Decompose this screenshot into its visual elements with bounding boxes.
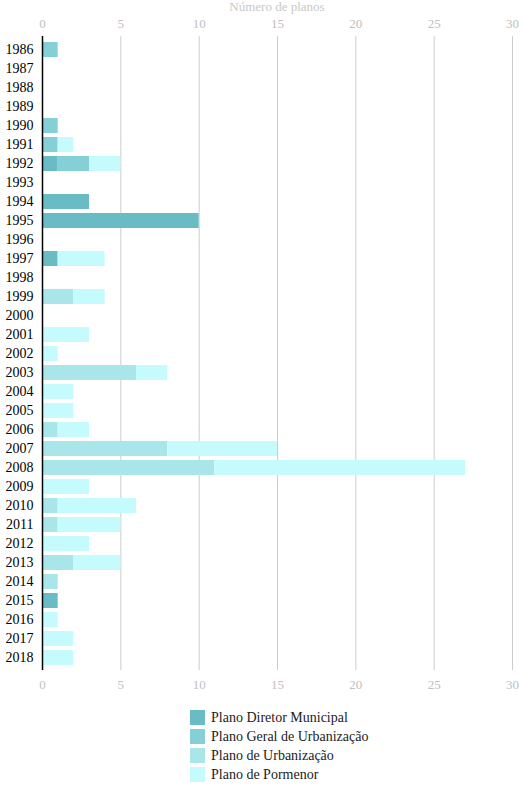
svg-text:1991: 1991 (6, 137, 34, 152)
svg-text:10: 10 (193, 677, 206, 692)
svg-text:1999: 1999 (6, 289, 34, 304)
svg-text:1995: 1995 (6, 213, 34, 228)
svg-text:1992: 1992 (6, 156, 34, 171)
svg-text:1986: 1986 (6, 42, 34, 57)
svg-text:20: 20 (349, 16, 362, 31)
svg-text:2013: 2013 (6, 555, 34, 570)
svg-text:5: 5 (118, 677, 125, 692)
svg-text:2001: 2001 (6, 327, 34, 342)
svg-text:1989: 1989 (6, 99, 34, 114)
svg-text:1988: 1988 (6, 80, 34, 95)
svg-text:2018: 2018 (6, 650, 34, 665)
html-text:Plano de Pormenor: Plano de Pormenor (211, 766, 319, 782)
svg-text:2006: 2006 (6, 422, 34, 437)
svg-text:2003: 2003 (6, 365, 34, 380)
html-text:Plano Geral de Urbanização: Plano Geral de Urbanização (211, 728, 369, 744)
svg-text:2008: 2008 (6, 460, 34, 475)
svg-text:20: 20 (349, 677, 362, 692)
svg-text:2000: 2000 (6, 308, 34, 323)
svg-text:1993: 1993 (6, 175, 34, 190)
svg-text:1996: 1996 (6, 232, 34, 247)
svg-text:2005: 2005 (6, 403, 34, 418)
svg-text:25: 25 (428, 677, 441, 692)
svg-text:10: 10 (193, 16, 206, 31)
svg-text:2004: 2004 (6, 384, 34, 399)
svg-text:2017: 2017 (6, 631, 34, 646)
svg-text:25: 25 (428, 16, 441, 31)
svg-text:2002: 2002 (6, 346, 34, 361)
svg-text:15: 15 (271, 16, 284, 31)
svg-text:30: 30 (506, 16, 519, 31)
svg-text:1987: 1987 (6, 61, 34, 76)
svg-text:2016: 2016 (6, 612, 34, 627)
svg-text:0: 0 (39, 677, 46, 692)
svg-text:2007: 2007 (6, 441, 34, 456)
svg-text:1990: 1990 (6, 118, 34, 133)
svg-text:2012: 2012 (6, 536, 34, 551)
svg-text:2014: 2014 (6, 574, 34, 589)
svg-text:1998: 1998 (6, 270, 34, 285)
svg-text:15: 15 (271, 677, 284, 692)
svg-text:5: 5 (118, 16, 125, 31)
svg-text:2010: 2010 (6, 498, 34, 513)
svg-text:1994: 1994 (6, 194, 34, 209)
svg-text:1997: 1997 (6, 251, 34, 266)
html-text:Plano Diretor Municipal: Plano Diretor Municipal (211, 709, 348, 725)
svg-text:0: 0 (39, 16, 46, 31)
html-text:Número de planos: Número de planos (229, 0, 325, 14)
svg-text:2011: 2011 (6, 517, 33, 532)
html-text:Plano de Urbanização: Plano de Urbanização (211, 747, 334, 763)
svg-text:2015: 2015 (6, 593, 34, 608)
svg-text:30: 30 (506, 677, 519, 692)
svg-text:2009: 2009 (6, 479, 34, 494)
